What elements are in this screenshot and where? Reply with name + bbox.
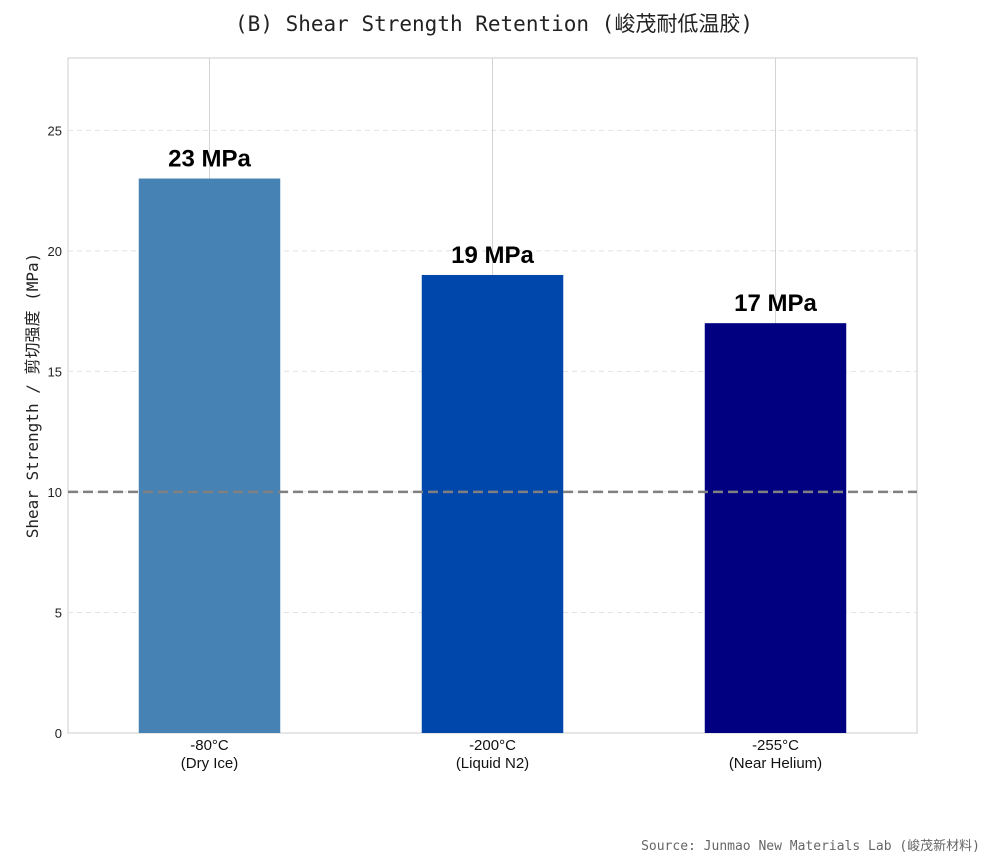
y-tick-label: 25: [48, 123, 62, 138]
x-tick-label: -200°C: [469, 737, 516, 754]
data-label: 23 MPa: [168, 146, 251, 173]
y-tick-label: 0: [55, 726, 62, 741]
bar: [138, 178, 281, 734]
bar: [704, 323, 847, 733]
data-label: 19 MPa: [451, 242, 534, 269]
data-label: 17 MPa: [734, 290, 817, 317]
y-axis-ticks: 0 5 10 15 20 25: [48, 123, 62, 741]
source-note: Source: Junmao New Materials Lab (峻茂新材料): [641, 839, 980, 854]
bar: [421, 274, 564, 733]
y-tick-label: 15: [48, 364, 62, 379]
x-axis-labels: -80°C(Dry Ice) -200°C(Liquid N2) -255°C(Ne…: [181, 737, 822, 772]
data-labels: 23 MPa 19 MPa 17 MPa: [168, 146, 817, 318]
x-tick-label: (Near Helium): [729, 755, 822, 772]
y-tick-label: 20: [48, 244, 62, 259]
x-tick-label: -80°C: [190, 737, 229, 754]
x-tick-label: (Dry Ice): [181, 755, 239, 772]
chart-title: (B) Shear Strength Retention (峻茂耐低温胶): [235, 12, 753, 36]
y-tick-label: 10: [48, 485, 62, 500]
y-tick-label: 5: [55, 605, 62, 620]
y-axis-label: Shear Strength / 剪切强度 (MPa): [23, 253, 42, 539]
bars: [138, 178, 847, 734]
x-tick-label: -255°C: [752, 737, 799, 754]
x-tick-label: (Liquid N2): [456, 755, 529, 772]
